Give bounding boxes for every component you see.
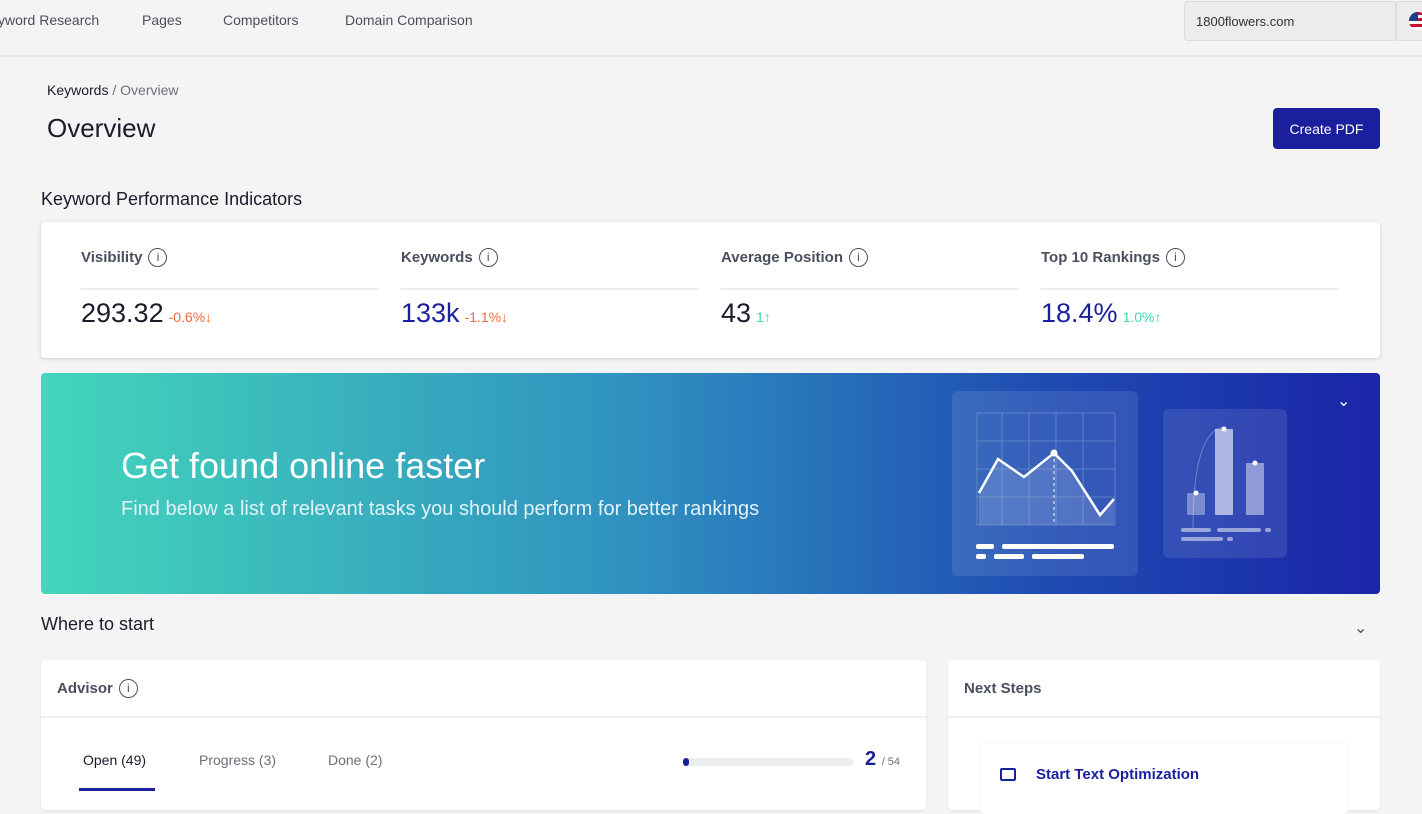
nav-keyword-research[interactable]: yword Research — [0, 12, 100, 28]
kpi-label: Top 10 Rankings — [1041, 249, 1160, 266]
nav-domain-comparison[interactable]: Domain Comparison — [345, 12, 473, 28]
kpi-label: Keywords — [401, 249, 473, 266]
kpi-value: 133k — [401, 298, 460, 328]
folder-icon — [1000, 768, 1016, 781]
kpi-card: Visibility i 293.32 -0.6%↓ Keywords i 133k -1.1… — [41, 222, 1380, 358]
total-count: / 54 — [881, 756, 901, 768]
tab-progress[interactable]: Progress (3) — [199, 752, 277, 768]
info-icon[interactable]: i — [1165, 248, 1185, 267]
next-steps-card: Next Steps Start Text Optimization — [948, 660, 1380, 814]
where-to-start-chevron-icon[interactable]: ⌄ — [1354, 620, 1368, 637]
us-flag-icon — [1409, 12, 1422, 30]
bar-chart-illustration — [1163, 409, 1287, 558]
breadcrumb: Keywords / Overview — [47, 82, 179, 98]
kpi-label: Average Position — [721, 249, 843, 266]
next-steps-title: Next Steps — [964, 679, 1042, 697]
breadcrumb-separator: / — [112, 82, 117, 98]
chevron-down-icon[interactable]: ⌄ — [1337, 393, 1351, 410]
info-icon[interactable]: i — [848, 248, 868, 267]
kpi-change: -0.6%↓ — [168, 309, 213, 325]
advisor-card: Advisor i Open (49) Progress (3) Done (2)… — [41, 660, 926, 810]
nav-pages[interactable]: Pages — [142, 12, 182, 28]
country-selector[interactable] — [1396, 1, 1422, 41]
active-tab-indicator — [79, 788, 155, 791]
kpi-change: -1.1%↓ — [464, 309, 509, 325]
banner-title: Get found online faster — [121, 445, 486, 486]
create-pdf-button[interactable]: Create PDF — [1273, 108, 1380, 149]
line-chart-illustration — [952, 391, 1138, 576]
divider — [1041, 288, 1339, 290]
start-text-optimization-link[interactable]: Start Text Optimization — [1036, 766, 1200, 783]
promo-banner: Get found online faster Find below a lis… — [41, 373, 1380, 594]
divider — [81, 288, 379, 290]
advisor-progress-bar — [683, 758, 853, 766]
kpi-value: 43 — [721, 298, 752, 328]
info-icon[interactable]: i — [478, 248, 498, 267]
top-nav: yword Research Pages Competitors Domain … — [0, 0, 1422, 57]
nav-competitors[interactable]: Competitors — [223, 12, 299, 28]
page-title: Overview — [47, 113, 156, 143]
kpi-change: 1.0%↑ — [1122, 309, 1162, 325]
info-icon[interactable]: i — [148, 248, 168, 267]
breadcrumb-keywords[interactable]: Keywords — [47, 82, 109, 98]
done-count: 2 — [865, 748, 877, 770]
info-icon[interactable]: i — [118, 678, 138, 698]
banner-subtitle: Find below a list of relevant tasks you … — [121, 498, 760, 520]
tab-open[interactable]: Open (49) — [83, 752, 147, 768]
kpi-change: 1↑ — [756, 309, 771, 325]
advisor-title: Advisor — [57, 679, 113, 697]
tab-done[interactable]: Done (2) — [328, 752, 383, 768]
advisor-count: 2 / 54 — [865, 748, 900, 771]
divider — [401, 288, 699, 290]
next-step-item[interactable]: Start Text Optimization — [980, 744, 1348, 814]
where-to-start-title: Where to start — [41, 614, 155, 634]
domain-input[interactable]: 1800flowers.com — [1184, 1, 1396, 41]
kpi-section-title: Keyword Performance Indicators — [41, 189, 303, 209]
breadcrumb-current: Overview — [120, 82, 179, 98]
kpi-value: 18.4% — [1041, 298, 1118, 328]
kpi-value: 293.32 — [81, 298, 164, 328]
kpi-label: Visibility — [81, 249, 143, 266]
divider — [721, 288, 1019, 290]
